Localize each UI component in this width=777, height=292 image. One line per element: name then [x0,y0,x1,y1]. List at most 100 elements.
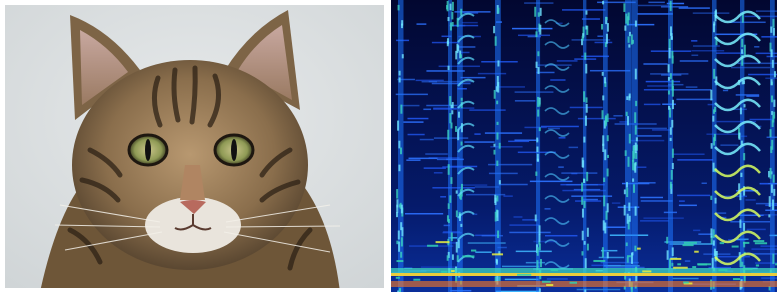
spectral-streak [693,12,730,14]
onset-speck [496,161,498,166]
onset-speck [449,113,451,123]
spectral-streak [462,22,478,24]
onset-speck [604,149,606,160]
low-speck [673,267,688,269]
onset-speck [606,34,608,44]
onset-speck [714,107,716,112]
onset-speck [584,241,586,245]
spectral-streak [597,35,603,37]
onset-speck [447,130,449,140]
onset-speck [456,190,458,193]
onset-speck [741,49,743,54]
onset-speck [458,112,460,118]
onset-speck [626,182,628,187]
onset-speck [456,242,458,253]
spectral-streak [437,159,448,161]
onset-speck [535,215,537,222]
onset-speck [494,90,496,99]
onset-speck [447,17,449,21]
spectral-streak [716,256,750,257]
onset-speck [770,146,772,153]
onset-speck [713,21,715,25]
spectral-streak [731,67,770,69]
onset-speck [448,203,450,209]
spectral-streak [463,184,488,186]
onset-speck [540,8,542,16]
onset-speck [627,257,629,263]
onset-speck [670,138,672,141]
onset-speck [624,189,626,194]
onset-speck [738,133,740,140]
spectral-streak [730,221,770,223]
onset-speck [399,77,401,82]
onset-speck [607,135,609,141]
onset-speck [448,219,450,223]
onset-speck [771,184,773,192]
onset-speck [496,196,498,202]
onset-speck [666,237,668,244]
onset-speck [396,189,398,199]
spectral-streak [720,144,738,146]
onset-speck [605,116,607,126]
spectral-streak [512,28,552,30]
onset-speck [460,9,462,16]
onset-speck [537,247,539,256]
onset-speck [586,97,588,102]
onset-speck [667,250,669,260]
onset-speck [536,138,538,143]
onset-speck [773,100,775,107]
onset-speck [672,163,674,169]
onset-speck [713,163,715,172]
spectral-streak [432,42,460,44]
spectral-streak [485,132,522,134]
onset-speck [632,40,634,44]
onset-speck [581,251,583,255]
onset-speck [625,14,627,24]
onset-speck [448,164,450,175]
onset-speck [497,76,499,86]
low-speck [492,253,503,255]
onset-speck [606,17,608,20]
onset-speck [743,223,745,231]
onset-speck [451,110,453,114]
onset-speck [400,148,402,155]
spectral-streak [559,137,566,139]
spectral-streak [526,262,545,264]
spectral-streak [488,164,532,166]
onset-speck [632,178,634,181]
low-speck [441,271,447,273]
onset-speck [629,134,631,144]
onset-speck [447,255,449,261]
onset-speck [539,225,541,235]
onset-speck [537,159,539,162]
onset-speck [672,56,674,64]
onset-speck [539,99,541,106]
left-pupil [145,139,151,161]
spectral-streak [516,251,552,253]
onset-speck [461,141,463,145]
onset-speck [628,36,630,42]
spectral-streak [575,200,601,202]
onset-speck [715,198,717,204]
onset-speck [540,259,542,267]
onset-speck [714,134,716,141]
onset-speck [499,143,501,149]
onset-speck [582,36,584,41]
spectral-streak [464,141,494,143]
spectral-streak [432,187,474,189]
spectral-streak [416,23,426,25]
low-speck [396,277,400,279]
onset-speck [401,205,403,214]
onset-speck [401,20,403,25]
onset-speck [583,201,585,208]
onset-speck [770,27,772,33]
low-speck [471,250,476,252]
onset-speck [772,200,774,210]
spectral-streak [635,128,667,129]
low-band [391,273,777,276]
spectral-streak [475,251,491,253]
onset-speck [672,100,674,109]
onset-speck [607,114,609,122]
spectral-streak [691,40,697,42]
onset-speck [633,148,635,159]
